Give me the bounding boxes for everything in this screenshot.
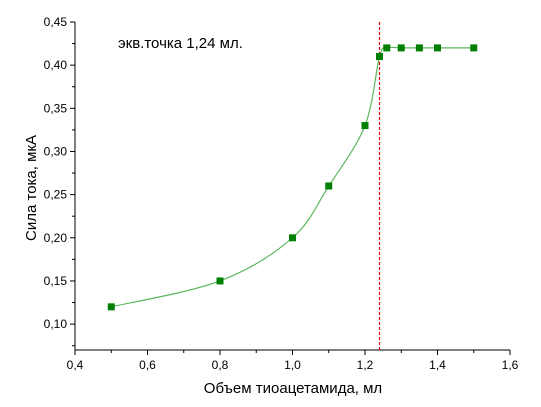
- data-point: [216, 277, 224, 285]
- x-tick-label: 0,8: [212, 358, 229, 372]
- axes: 0,4 0,6 0,8 1,0 1,2 1,4 1,6 0,10 0,15 0,20 0,25 0,3…: [44, 15, 519, 372]
- x-tick-label: 1,6: [502, 358, 519, 372]
- y-tick-label: 0,35: [44, 101, 68, 115]
- data-point: [376, 53, 383, 61]
- data-point: [361, 122, 369, 130]
- data-point: [383, 44, 391, 52]
- y-tick-label: 0,25: [44, 188, 68, 202]
- x-tick-label: 0,6: [139, 358, 156, 372]
- data-point: [107, 303, 115, 311]
- x-tick-label: 0,4: [67, 358, 84, 372]
- data-point: [397, 44, 405, 52]
- data-point: [289, 234, 296, 242]
- y-tick-label: 0,40: [44, 58, 68, 72]
- y-axis-title: Сила тока, мкА: [23, 135, 40, 241]
- data-point: [415, 44, 423, 52]
- x-axis-title: Объем тиоацетамида, мл: [204, 380, 382, 397]
- equivalence-annotation: экв.точка 1,24 мл.: [118, 35, 243, 52]
- curve-layer: [111, 46, 474, 308]
- y-tick-label: 0,45: [44, 15, 68, 29]
- y-tick-label: 0,30: [44, 144, 68, 158]
- x-tick-label: 1,0: [284, 358, 301, 372]
- y-tick-label: 0,20: [44, 231, 68, 245]
- x-tick-label: 1,2: [357, 358, 374, 372]
- series-line: [111, 46, 474, 308]
- data-point: [434, 44, 441, 52]
- marker-layer: [107, 44, 478, 311]
- y-tick-label: 0,15: [44, 274, 68, 288]
- x-tick-label: 1,4: [429, 358, 446, 372]
- data-point: [470, 44, 478, 52]
- y-tick-label: 0,10: [44, 317, 68, 331]
- data-point: [325, 182, 333, 190]
